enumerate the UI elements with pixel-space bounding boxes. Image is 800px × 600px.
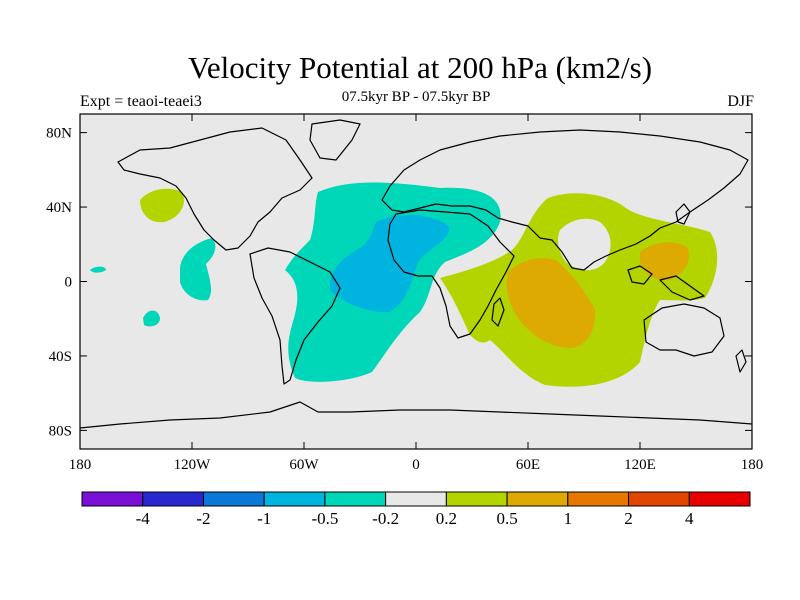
south-pacific-negative-blob	[143, 310, 160, 327]
lat-label: 0	[65, 275, 73, 291]
colorbar-swatch	[263, 491, 326, 507]
colorbar-swatch	[688, 491, 751, 507]
japan-outline	[675, 203, 691, 225]
axis-ticks	[79, 114, 753, 449]
colorbar-label: 2	[624, 509, 633, 528]
antarctica-outline	[79, 401, 753, 429]
colorbar-swatch	[385, 491, 447, 507]
colorbar-swatch	[445, 491, 508, 507]
colorbar-label: 1	[564, 509, 573, 528]
anomaly-shading	[90, 182, 718, 387]
lon-label: 60E	[516, 457, 540, 473]
lat-label: 40S	[49, 349, 72, 365]
colorbar-label: 0.2	[436, 509, 457, 528]
colorbar-label: -0.2	[372, 509, 399, 528]
lon-label: 120W	[174, 457, 212, 473]
lon-label: 180	[741, 457, 764, 473]
north-america-outline	[117, 127, 313, 251]
south-america-outline	[249, 247, 341, 385]
colorbar-label: -0.5	[311, 509, 338, 528]
colorbar-label: -4	[136, 509, 151, 528]
indian-core-region	[506, 258, 596, 348]
longitude-labels: 180 120W 60W 0 60E 120E 180	[69, 457, 764, 473]
colorbar-label: -1	[257, 509, 271, 528]
latitude-labels: 80N 40N 0 40S 80S	[46, 126, 72, 440]
map-subtitle: 07.5kyr BP - 07.5kyr BP	[341, 89, 491, 105]
maritime-islands-outline	[627, 265, 705, 301]
colorbar-label: 0.5	[496, 509, 517, 528]
africa-outline	[387, 209, 515, 339]
colorbar-swatch	[324, 491, 387, 507]
colorbar-swatch	[506, 491, 569, 507]
colorbar-swatch	[202, 491, 265, 507]
madagascar-outline	[491, 297, 505, 327]
lon-label: 0	[412, 457, 420, 473]
australia-outline	[643, 303, 725, 357]
atlantic-core-region	[329, 214, 450, 313]
coastlines	[79, 119, 753, 429]
lat-label: 40N	[46, 200, 72, 216]
colorbar-swatch	[567, 491, 630, 507]
map-title: Velocity Potential at 200 hPa (km2/s)	[187, 50, 653, 85]
north-pacific-positive-blob	[140, 188, 184, 223]
greenland-outline	[309, 119, 361, 161]
lon-label: 60W	[289, 457, 319, 473]
lon-label: 180	[69, 457, 92, 473]
arabian-gap	[558, 218, 611, 271]
colorbar-swatch	[628, 491, 690, 507]
experiment-label: Expt = teaoi-teaei3	[80, 93, 202, 110]
eurasia-outline	[381, 129, 749, 271]
colorbar-swatch	[81, 491, 144, 507]
lat-label: 80S	[49, 423, 72, 439]
colorbar	[81, 491, 751, 507]
colorbar-label: 4	[685, 509, 694, 528]
maritime-core-region	[640, 242, 690, 281]
colorbar-swatch	[142, 491, 204, 507]
new-zealand-outline	[735, 349, 747, 373]
lon-label: 120E	[624, 457, 656, 473]
colorbar-labels: -4 -2 -1 -0.5 -0.2 0.2 0.5 1 2 4	[136, 509, 694, 528]
central-pacific-negative-blob	[90, 266, 106, 273]
lat-label: 80N	[46, 126, 72, 142]
season-label: DJF	[727, 93, 754, 110]
west-pacific-negative-blob	[180, 238, 216, 301]
colorbar-label: -2	[196, 509, 210, 528]
